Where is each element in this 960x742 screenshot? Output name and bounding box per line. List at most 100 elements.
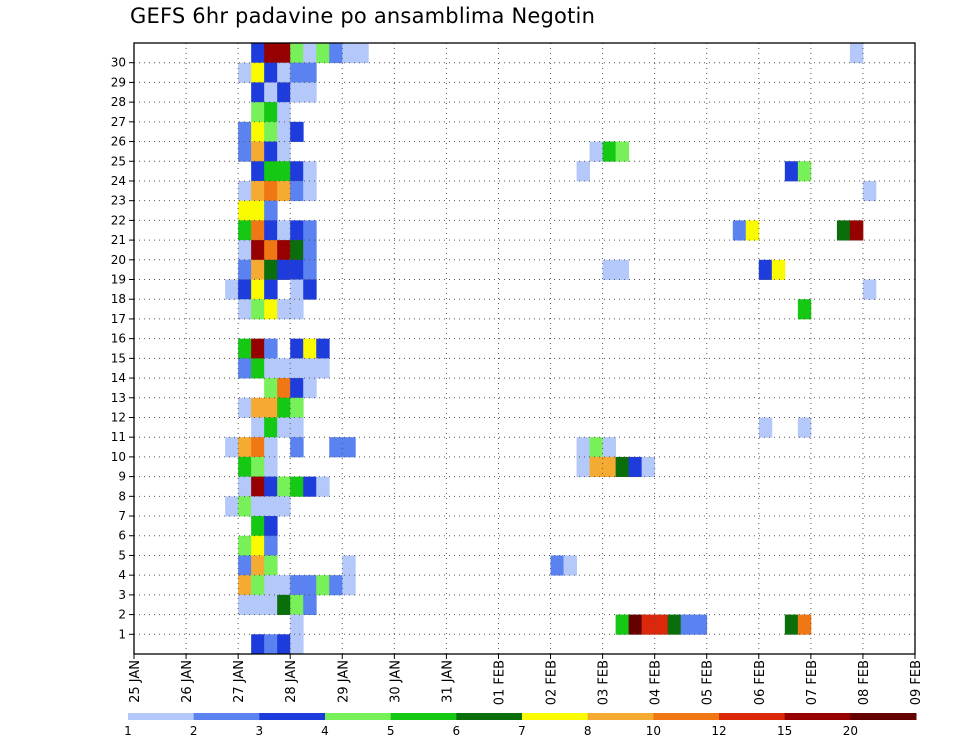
heatmap-cell — [329, 43, 343, 64]
heatmap-cell — [264, 476, 278, 497]
heatmap-cell — [251, 456, 265, 478]
heatmap-cell — [251, 82, 265, 103]
x-tick-label: 27 JAN — [232, 660, 247, 703]
heatmap-cell — [277, 397, 291, 418]
heatmap-cell — [277, 358, 291, 379]
legend-swatch — [653, 713, 720, 720]
y-tick-label: 29 — [111, 75, 126, 89]
legend-label: 12 — [711, 724, 726, 738]
heatmap-cell — [238, 299, 252, 320]
heatmap-cell — [251, 200, 265, 221]
heatmap-cell — [290, 397, 304, 418]
heatmap-cell — [251, 43, 265, 64]
heatmap-cell — [238, 240, 252, 261]
heatmap-cell — [264, 496, 278, 517]
heatmap-cell — [758, 417, 773, 438]
heatmap-cell — [797, 417, 812, 438]
x-tick-label: 06 FEB — [753, 660, 768, 705]
legend-swatch — [259, 713, 326, 720]
heatmap-cell — [277, 43, 291, 64]
heatmap-cell — [290, 121, 304, 142]
heatmap-cell — [290, 338, 304, 359]
heatmap-cell — [251, 575, 265, 596]
heatmap-cell — [238, 338, 252, 359]
heatmap-cell — [251, 535, 265, 556]
heatmap-cell — [680, 614, 695, 635]
heatmap-cell — [225, 279, 239, 300]
y-tick-label: 10 — [111, 450, 126, 464]
heatmap-cell — [654, 614, 669, 635]
heatmap-cell — [771, 259, 786, 280]
legend-swatch — [719, 713, 786, 720]
heatmap-cell — [264, 594, 278, 615]
heatmap-cell — [264, 397, 278, 418]
heatmap-cell — [251, 417, 265, 438]
heatmap-cell — [342, 555, 356, 576]
heatmap-cell — [225, 437, 239, 458]
heatmap-cell — [615, 259, 630, 280]
heatmap-cell — [862, 279, 877, 300]
heatmap-cell — [251, 259, 265, 280]
plot-frame — [133, 42, 916, 655]
heatmap-cell — [316, 358, 330, 379]
heatmap-cell — [641, 456, 656, 478]
heatmap-cell — [303, 378, 317, 399]
y-tick-label: 14 — [111, 371, 126, 385]
heatmap-cell — [277, 62, 291, 83]
heatmap-cell — [264, 279, 278, 300]
y-tick-label: 12 — [111, 410, 126, 424]
heatmap-cell — [238, 476, 252, 497]
y-tick-label: 15 — [111, 351, 126, 365]
heatmap-cell — [264, 456, 278, 478]
heatmap-cell — [797, 161, 812, 182]
x-tick-label: 29 JAN — [336, 660, 351, 703]
heatmap-cell — [758, 259, 773, 280]
heatmap-cell — [628, 614, 643, 635]
heatmap-cell — [238, 397, 252, 418]
heatmap-cell — [238, 141, 252, 162]
x-tick-label: 05 FEB — [701, 660, 716, 705]
heatmap-cell — [264, 259, 278, 280]
heatmap-cell — [615, 614, 630, 635]
heatmap-cell — [316, 476, 330, 497]
heatmap-cell — [264, 634, 278, 655]
heatmap-cell — [784, 614, 799, 635]
heatmap-cell — [602, 437, 617, 458]
heatmap-cell — [589, 141, 603, 162]
color-legend: 1 2 3 4 5 6 7 8 10 12 15 20 — [124, 713, 917, 738]
heatmap-cell — [303, 358, 317, 379]
legend-label: 15 — [777, 724, 792, 738]
x-tick-label: 08 FEB — [857, 660, 872, 705]
heatmap-cell — [251, 180, 265, 202]
heatmap-cell — [277, 102, 291, 123]
heatmap-cell — [290, 594, 304, 615]
y-tick-label: 5 — [118, 548, 126, 562]
heatmap-cell — [238, 279, 252, 300]
heatmap-cell — [290, 575, 304, 596]
y-tick-label: 2 — [118, 608, 126, 622]
heatmap-cell — [836, 220, 851, 241]
heatmap-cell — [290, 279, 304, 300]
heatmap-cell — [290, 161, 304, 182]
y-tick-label: 3 — [118, 588, 126, 602]
heatmap-cell — [290, 220, 304, 241]
x-tick-label: 04 FEB — [649, 660, 664, 705]
heatmap-cell — [797, 614, 812, 635]
x-axis: 25 JAN 26 JAN 27 JAN 28 JAN 29 JAN 30 JAN 31 J… — [128, 654, 924, 705]
heatmap-cell — [303, 259, 317, 280]
heatmap-cell — [576, 456, 590, 478]
heatmap-cell — [251, 397, 265, 418]
heatmap-cell — [303, 594, 317, 615]
y-tick-label: 6 — [118, 529, 126, 543]
heatmap-cell — [290, 299, 304, 320]
heatmap-cell — [277, 594, 291, 615]
heatmap-cell — [290, 82, 304, 103]
heatmap-cell — [797, 299, 812, 320]
heatmap-cell — [238, 259, 252, 280]
heatmap-cell — [264, 378, 278, 399]
heatmap-cell — [290, 437, 304, 458]
heatmap-cell — [264, 240, 278, 261]
heatmap-cell — [238, 594, 252, 615]
heatmap-cell — [602, 141, 617, 162]
